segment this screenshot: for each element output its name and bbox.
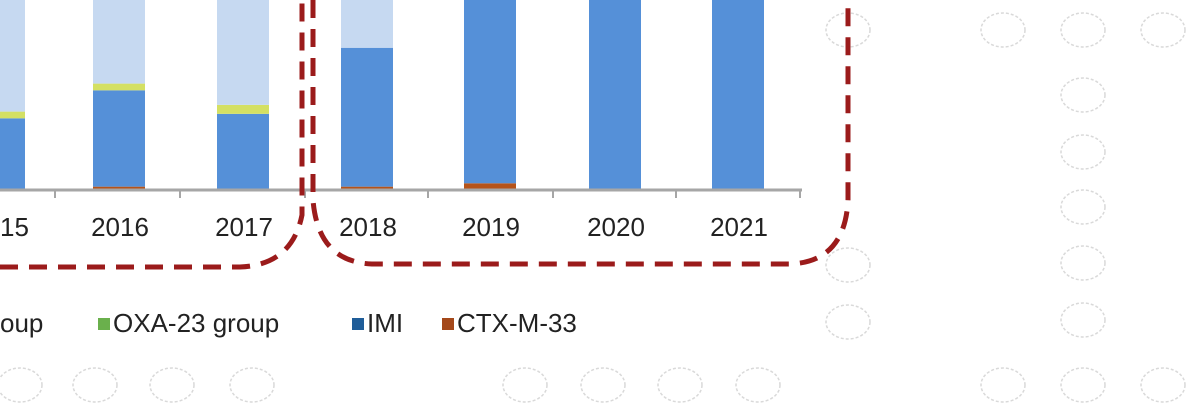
bar-segment-2016-s2 [93,90,145,187]
bar-segment-2018-s4 [341,0,393,48]
legend: oup OXA-23 group IMI CTX-M-33 [0,308,577,338]
background-decoration [0,12,1186,403]
x-tick-label: 2016 [91,212,149,242]
legend-label: IMI [367,308,403,338]
bar-segment-2017-s3 [217,104,269,114]
bar-segment-2016-s4 [93,0,145,84]
x-tick-label: 2018 [339,212,397,242]
decor-circle [825,304,871,340]
bar-segment-2018-s0 [341,186,393,190]
bar-segment-2021-s2 [712,0,764,190]
decor-circle [1060,302,1106,338]
decor-circle [502,367,548,403]
decor-circle [0,367,43,403]
highlight-boxes [0,0,851,270]
legend-swatch [98,318,110,330]
bar-segment-2016-s0 [93,186,145,190]
legend-label: CTX-M-33 [457,308,577,338]
decor-circle [229,367,275,403]
x-tick-label: 2015 [0,212,29,242]
decor-circle [1060,245,1106,281]
x-axis-ticks: 2015 2016 2017 2018 2019 2020 2021 [0,190,801,242]
x-tick-label: 2021 [710,212,768,242]
bar-segment-2015-s4 [0,0,25,112]
decor-circle [735,367,781,403]
x-tick-label: 2020 [587,212,645,242]
decor-circle [980,367,1026,403]
legend-swatch [442,318,454,330]
bar-segment-2016-s3 [93,83,145,91]
legend-label: OXA-23 group [113,308,279,338]
decor-circle [1140,367,1186,403]
decor-circle [657,367,703,403]
bar-segment-2019-s2 [464,0,516,184]
highlight-box-right [310,0,851,267]
bar-segment-2015-s3 [0,111,25,119]
decor-circle [980,12,1026,48]
x-tick-label: 2017 [215,212,273,242]
bars-group [0,0,764,190]
bar-segment-2017-s4 [217,0,269,105]
highlight-box-left [0,0,305,270]
decor-circle [1060,134,1106,170]
decor-circle [149,367,195,403]
decor-circle [580,367,626,403]
decor-circle [1060,189,1106,225]
decor-circle [1060,12,1106,48]
decor-circle [72,367,118,403]
decor-circle [825,247,871,283]
legend-swatch [352,318,364,330]
bar-segment-2018-s2 [341,47,393,187]
bar-segment-2019-s0 [464,183,516,190]
decor-circle [1140,12,1186,48]
decor-circle [1060,77,1106,113]
bar-segment-2017-s2 [217,113,269,190]
decor-circle [1060,367,1106,403]
legend-label: oup [0,308,43,338]
bar-segment-2015-s2 [0,118,25,190]
bar-segment-2020-s2 [589,0,641,190]
x-tick-label: 2019 [462,212,520,242]
